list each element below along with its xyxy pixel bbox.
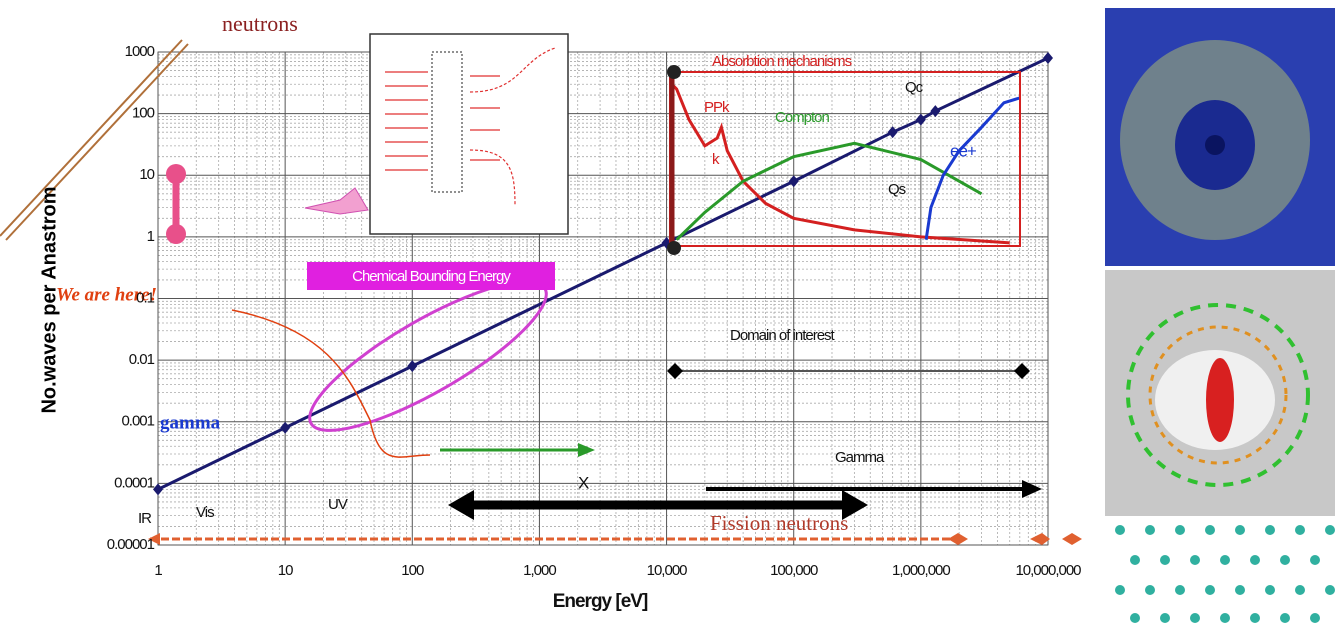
x-tick-label: 1 bbox=[154, 562, 162, 579]
annotation: IR bbox=[138, 510, 152, 527]
y-tick-label: 1 bbox=[147, 228, 155, 245]
lattice bbox=[432, 52, 462, 192]
annotation: Domain of interest bbox=[730, 327, 836, 344]
annotation: PPk bbox=[704, 99, 730, 116]
inset bbox=[370, 34, 568, 234]
annotation: gamma bbox=[160, 412, 221, 433]
y-tick-label: 1000 bbox=[125, 43, 155, 60]
y-tick-label: 10 bbox=[139, 166, 154, 183]
y-tick-label: 0.0001 bbox=[114, 474, 155, 491]
edge-dot bbox=[667, 65, 681, 79]
annotation: Qs bbox=[888, 181, 906, 198]
annotation: X bbox=[578, 473, 589, 492]
y-tick-label: 0.001 bbox=[121, 413, 154, 430]
x-tick-label: 10,000 bbox=[647, 562, 688, 579]
x-tick-label: 10,000,000 bbox=[1015, 562, 1081, 579]
y-tick-label: 100 bbox=[132, 105, 155, 122]
annotation: Qc bbox=[905, 79, 924, 96]
x-axis-label: Energy [eV] bbox=[553, 591, 648, 612]
annotation: Gamma bbox=[835, 449, 885, 466]
annotation: Chemical Bounding Energy bbox=[352, 268, 511, 285]
annotation: UV bbox=[328, 496, 348, 513]
y-tick-label: 0.00001 bbox=[107, 536, 155, 553]
edge-dot bbox=[667, 241, 681, 255]
image bbox=[1105, 520, 1335, 624]
x-tick-label: 100,000 bbox=[770, 562, 818, 579]
annotation: Fission neutrons bbox=[710, 511, 848, 535]
diag bbox=[0, 40, 182, 236]
annotation: Compton bbox=[775, 109, 830, 126]
x-tick-label: 10 bbox=[278, 562, 293, 579]
y-tick-label: 0.01 bbox=[129, 351, 155, 368]
annotation: neutrons bbox=[222, 11, 298, 36]
y-tick-label: 0.1 bbox=[136, 289, 155, 306]
x-tick-label: 100 bbox=[401, 562, 424, 579]
annotation: Vis bbox=[196, 504, 214, 521]
annotation: Absorbtion mechanisms bbox=[712, 53, 852, 70]
x-tick-label: 1,000 bbox=[523, 562, 556, 579]
x-tick-label: 1,000,000 bbox=[892, 562, 950, 579]
annotation: ee+ bbox=[950, 141, 977, 160]
figure: Energy [eV] No.waves per Anastrom neutro… bbox=[0, 0, 1338, 624]
